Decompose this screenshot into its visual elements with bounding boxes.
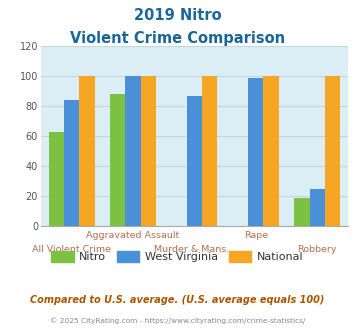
Text: Aggravated Assault: Aggravated Assault: [86, 231, 180, 240]
Text: Rape: Rape: [244, 231, 268, 240]
Bar: [79, 76, 94, 226]
Legend: Nitro, West Virginia, National: Nitro, West Virginia, National: [47, 247, 308, 267]
Text: 2019 Nitro: 2019 Nitro: [134, 8, 221, 23]
Bar: [110, 94, 125, 226]
Text: Robbery: Robbery: [297, 245, 337, 254]
Bar: [125, 76, 141, 226]
Bar: [49, 132, 64, 226]
Bar: [310, 188, 325, 226]
Bar: [294, 198, 310, 226]
Bar: [187, 96, 202, 226]
Bar: [64, 100, 79, 226]
Text: © 2025 CityRating.com - https://www.cityrating.com/crime-statistics/: © 2025 CityRating.com - https://www.city…: [50, 317, 305, 324]
Bar: [248, 78, 263, 226]
Text: Violent Crime Comparison: Violent Crime Comparison: [70, 31, 285, 46]
Text: Murder & Mans...: Murder & Mans...: [154, 245, 235, 254]
Bar: [263, 76, 279, 226]
Text: Compared to U.S. average. (U.S. average equals 100): Compared to U.S. average. (U.S. average …: [30, 295, 325, 305]
Bar: [202, 76, 217, 226]
Bar: [325, 76, 340, 226]
Bar: [141, 76, 156, 226]
Text: All Violent Crime: All Violent Crime: [32, 245, 111, 254]
